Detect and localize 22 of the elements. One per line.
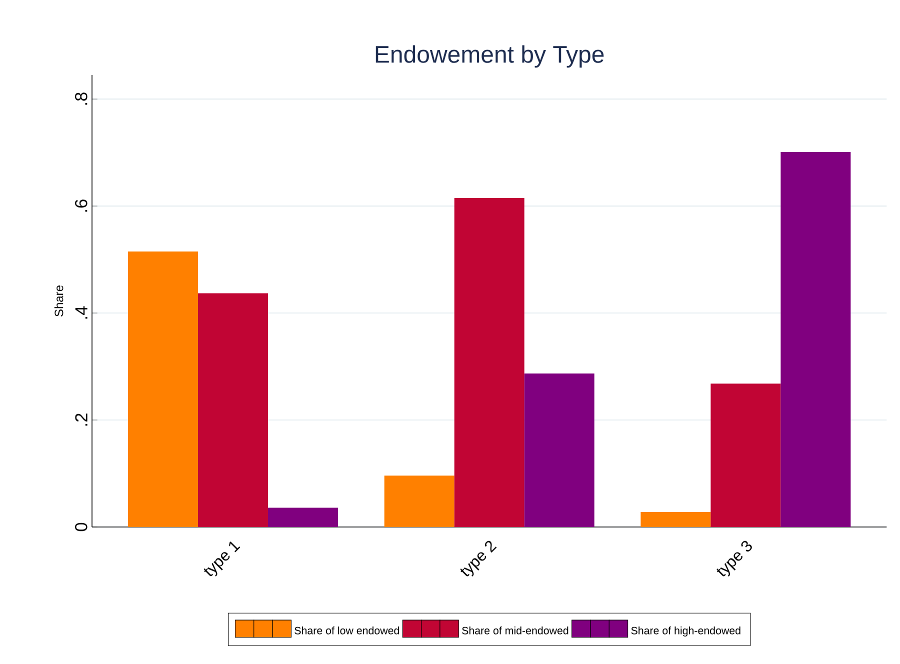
bar	[128, 252, 198, 527]
bar	[524, 373, 594, 527]
y-tick-label: .2	[75, 414, 88, 426]
x-tick-label: type 3	[716, 540, 752, 576]
bar	[710, 384, 781, 527]
bar	[268, 508, 338, 527]
y-axis-title: Share	[54, 286, 64, 316]
bar	[198, 293, 268, 527]
bar	[640, 512, 711, 527]
x-tick-label: type 1	[204, 541, 240, 576]
x-tick-label: type 2	[460, 540, 497, 576]
legend-label: Share of high-endowed	[631, 626, 740, 636]
y-tick-label: .8	[75, 92, 88, 105]
bar	[384, 476, 454, 527]
y-tick-label: 0	[75, 522, 88, 532]
bar	[454, 198, 524, 527]
y-tick-label: .4	[75, 306, 88, 319]
y-tick-label: .6	[75, 200, 88, 212]
chart-title: Endowement by Type	[376, 45, 604, 68]
legend-label: Share of low endowed	[294, 626, 399, 634]
bar	[780, 152, 851, 527]
legend-label: Share of mid-endowed	[462, 626, 568, 634]
